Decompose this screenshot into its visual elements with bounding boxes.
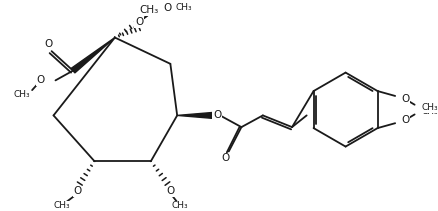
Text: O: O [213, 110, 221, 120]
Text: CH₃: CH₃ [172, 202, 188, 210]
Text: CH₃: CH₃ [13, 91, 30, 99]
Text: CH₃: CH₃ [421, 103, 438, 112]
Text: CH₃: CH₃ [175, 3, 192, 12]
Polygon shape [71, 38, 115, 73]
Text: CH₃: CH₃ [139, 5, 159, 15]
Text: O: O [401, 115, 409, 125]
Text: O: O [135, 17, 143, 27]
Text: CH₃: CH₃ [421, 107, 438, 116]
Text: O: O [166, 186, 174, 196]
Text: O: O [401, 94, 409, 104]
Text: CH₃: CH₃ [53, 202, 70, 210]
Text: O: O [45, 39, 53, 49]
Polygon shape [177, 112, 212, 118]
Text: O: O [222, 153, 230, 163]
Text: O: O [37, 75, 45, 85]
Text: O: O [163, 3, 172, 13]
Text: O: O [74, 186, 82, 196]
